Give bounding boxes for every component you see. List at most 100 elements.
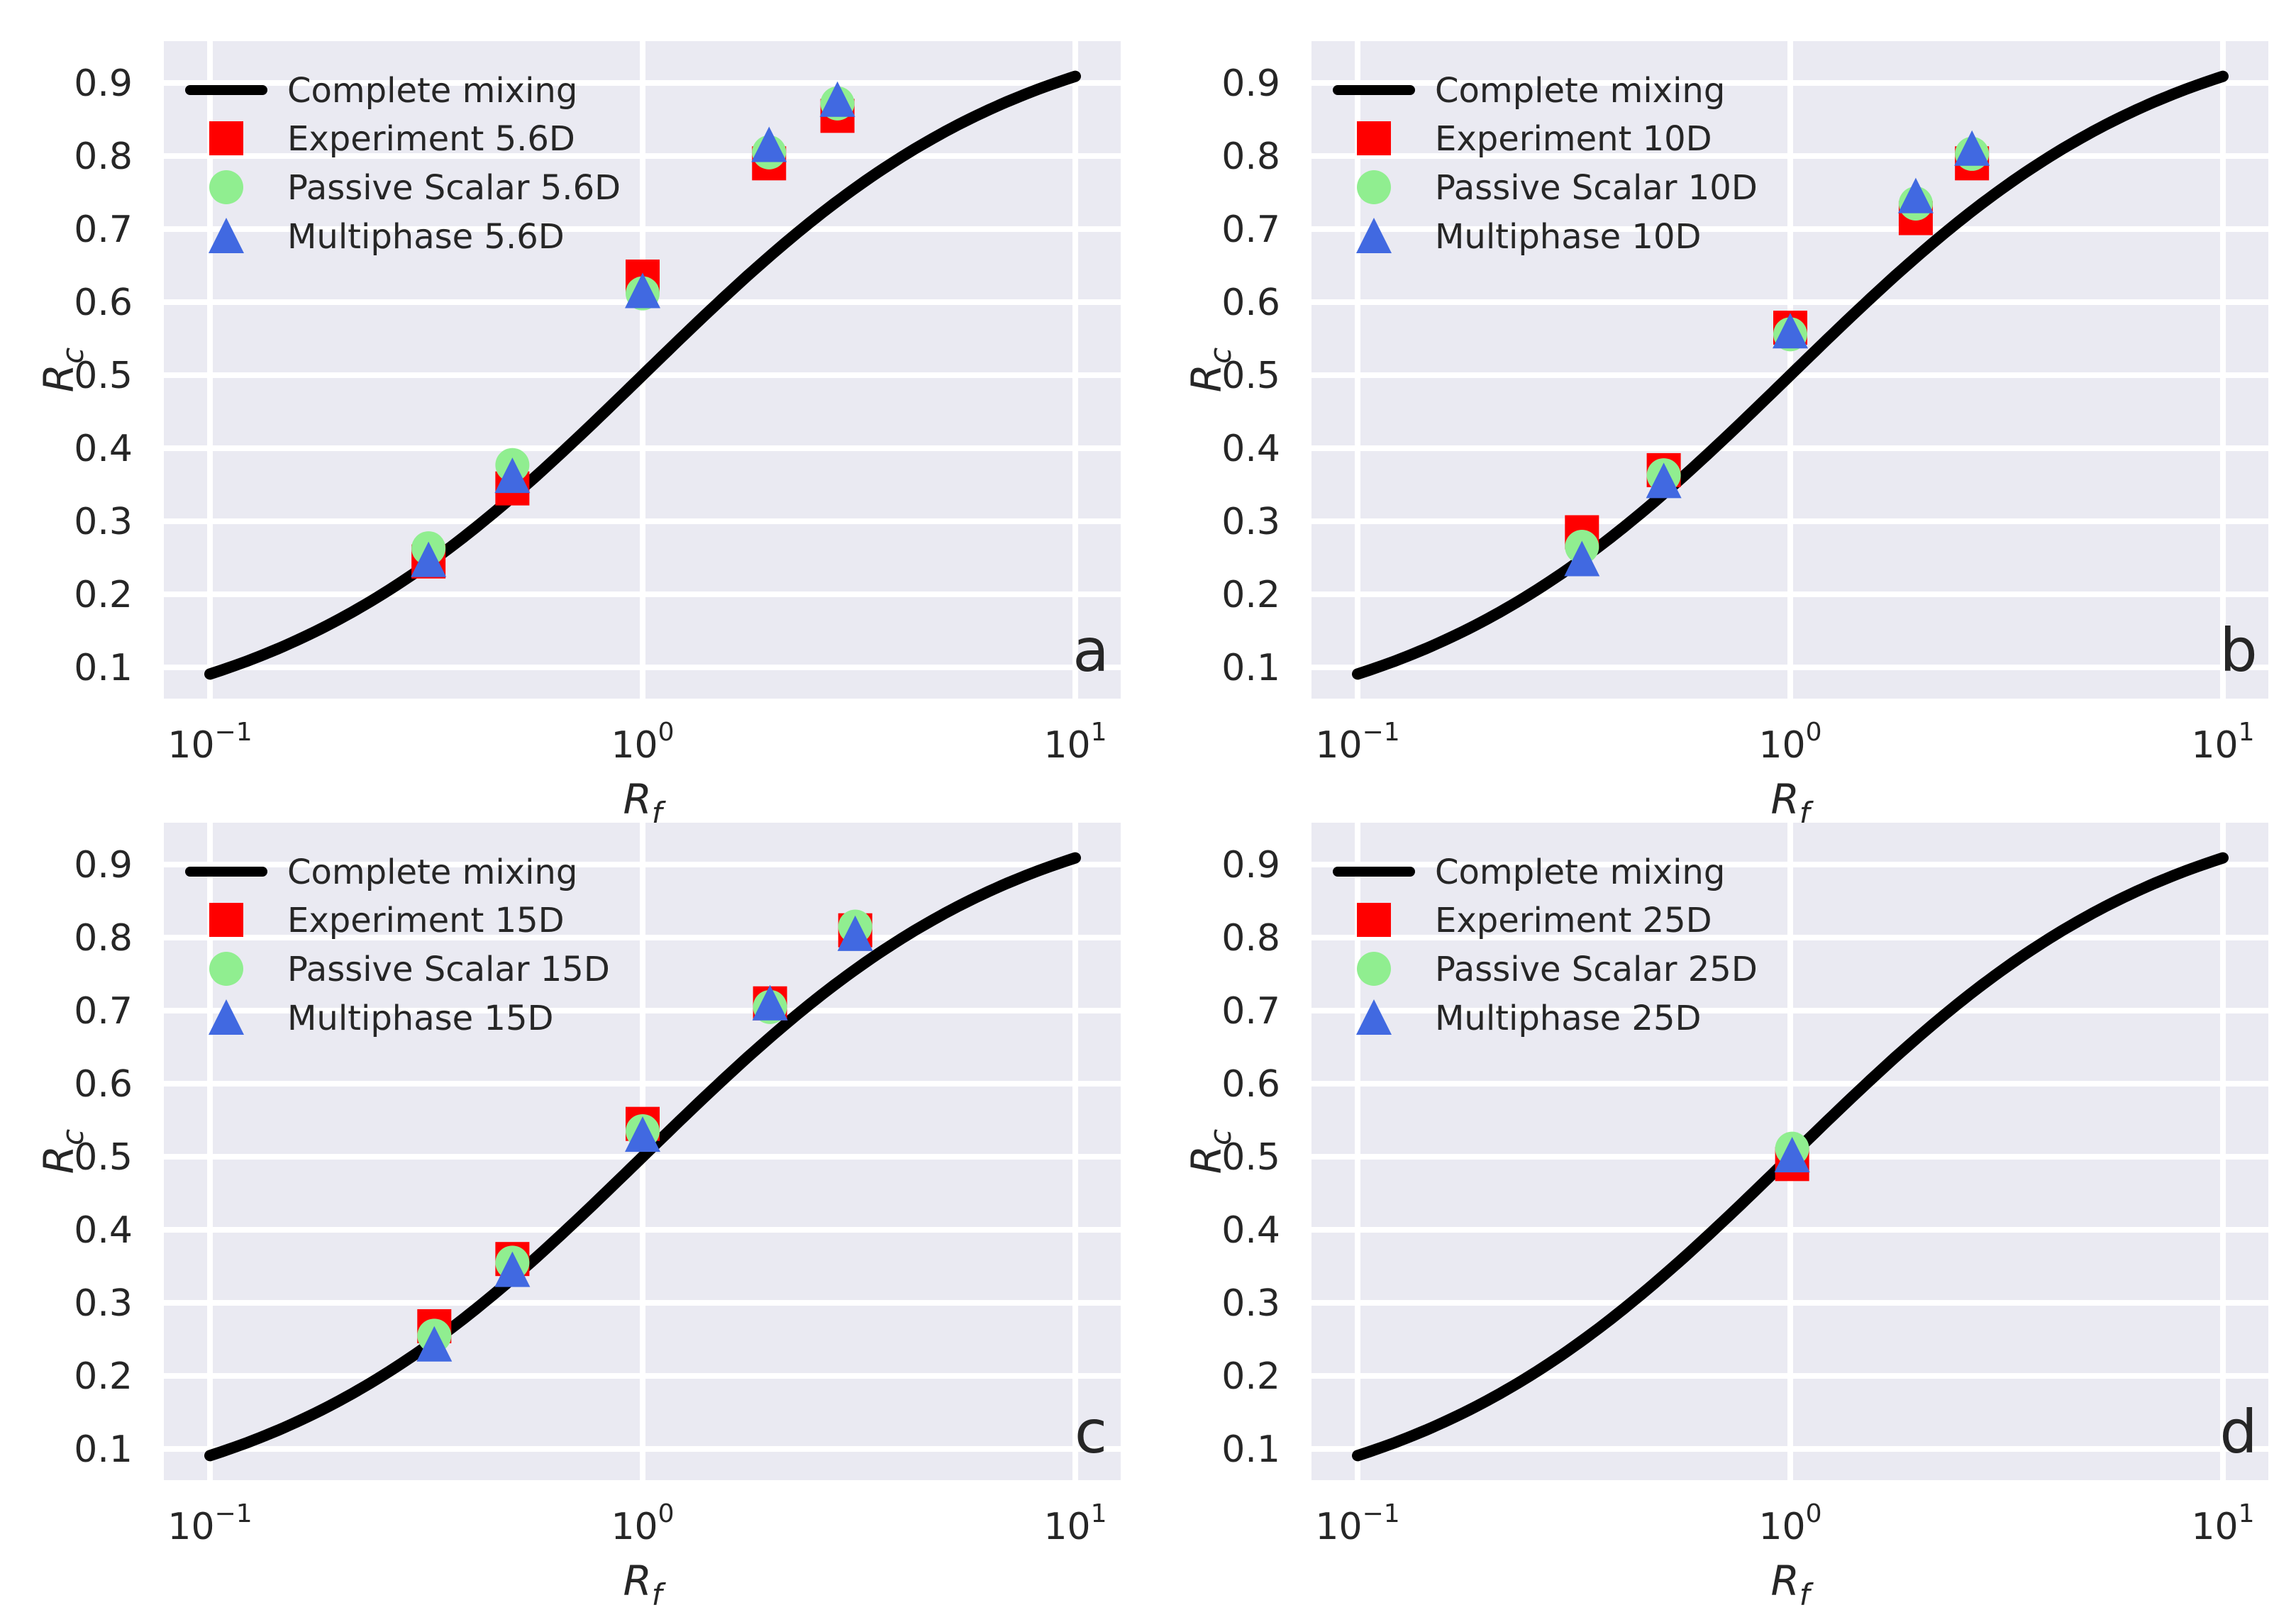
y-tick-label: 0.4 [1221,1209,1280,1252]
legend-label: Experiment 25D [1435,901,1712,940]
legend-triangle-swatch [209,218,244,253]
series-multiphase-d [1774,1136,1810,1172]
legend-item: Experiment 10D [1357,119,1712,159]
legend-c: Complete mixing Experiment 15D Passive Sca… [185,852,610,1038]
legend-item: Passive Scalar 15D [209,950,610,989]
x-tick-label: 100 [1758,718,1821,767]
x-tick-label: 10−1 [167,1499,252,1548]
legend-label: Complete mixing [1435,71,1725,111]
x-tick-label: 101 [2191,718,2254,767]
legend-label: Experiment 15D [287,901,565,940]
y-tick-label: 0.9 [74,844,133,887]
legend-item: Multiphase 10D [1356,217,1701,257]
x-tick-label: 100 [1758,1499,1821,1548]
legend-item: Passive Scalar 10D [1357,168,1758,208]
legend-item: Multiphase 15D [209,999,553,1038]
panel-b: Complete mixing Experiment 10D Passive Sca… [1182,41,2268,831]
x-tick-label: 100 [611,1499,674,1548]
multiphase-marker [416,1326,453,1362]
legend-square-swatch [1357,903,1391,937]
multiphase-marker [494,1251,531,1287]
legend-a: Complete mixing Experiment 5.6D Passive Sc… [185,71,621,257]
panel-c: Complete mixing Experiment 15D Passive Sca… [35,823,1121,1612]
panel-d: Complete mixing Experiment 25D Passive Sca… [1182,823,2268,1612]
y-tick-label: 0.8 [1221,917,1280,960]
y-tick-label: 0.6 [1221,1063,1280,1106]
y-tick-label: 0.1 [1221,1428,1280,1471]
complete-mixing-curve [1352,70,2229,680]
legend-label: Multiphase 25D [1435,999,1701,1038]
legend-item: Passive Scalar 5.6D [209,168,621,208]
legend-triangle-swatch [1356,218,1392,253]
y-tick-label: 0.8 [74,135,133,178]
y-tick-label: 0.3 [74,501,133,543]
panel-letter: d [2219,1397,2257,1467]
legend-item: Passive Scalar 25D [1357,950,1758,989]
y-tick-label: 0.9 [1221,844,1280,887]
x-axis-label: Rf [623,1557,666,1612]
legend-item: Multiphase 5.6D [209,217,565,257]
x-tick-label: 101 [1043,718,1107,767]
y-tick-label: 0.4 [74,428,133,470]
legend-square-swatch [1357,121,1391,155]
x-tick-label: 10−1 [1315,1499,1399,1548]
multiphase-marker [1773,313,1808,349]
legend-item: Complete mixing [1333,71,1725,111]
y-tick-label: 0.7 [74,209,133,251]
multiphase-marker [1954,130,1990,166]
legend-circle-swatch [209,952,243,986]
legend-triangle-swatch [1356,999,1392,1035]
y-tick-label: 0.6 [74,1063,133,1106]
y-tick-label: 0.2 [74,1355,133,1398]
y-tick-label: 0.9 [74,62,133,105]
y-tick-label: 0.1 [74,647,133,689]
y-tick-label: 0.2 [1221,1355,1280,1398]
y-tick-label: 0.3 [1221,1282,1280,1325]
legend-item: Experiment 25D [1357,901,1712,940]
legend-label: Multiphase 15D [287,999,553,1038]
x-axis-label: Rf [1770,775,1814,831]
x-tick-label: 100 [611,718,674,767]
multiphase-marker [837,915,873,951]
x-tick-label: 101 [1043,1499,1107,1548]
legend-square-swatch [209,903,243,937]
multiphase-marker [1897,177,1934,213]
multiphase-marker [752,984,788,1021]
legend-item: Multiphase 25D [1356,999,1701,1038]
panel-a: Complete mixing Experiment 5.6D Passive Sc… [35,41,1121,831]
multiphase-marker [1646,462,1682,499]
complete-mixing-curve [204,852,1081,1462]
y-tick-label: 0.1 [1221,647,1280,689]
legend-label: Experiment 10D [1435,119,1712,159]
multiphase-marker [411,541,447,577]
series-multiphase-a [411,81,855,577]
legend-b: Complete mixing Experiment 10D Passive Sca… [1333,71,1758,257]
y-tick-label: 0.5 [74,1136,133,1179]
y-tick-label: 0.6 [1221,282,1280,324]
y-axis-label: Rc [1182,1129,1238,1174]
y-tick-label: 0.3 [1221,501,1280,543]
legend-circle-swatch [1357,952,1391,986]
legend-label: Multiphase 5.6D [287,217,565,257]
y-axis-label: Rc [35,1129,90,1174]
x-tick-label: 10−1 [167,718,252,767]
y-tick-label: 0.6 [74,282,133,324]
legend-label: Complete mixing [287,852,577,892]
y-tick-label: 0.3 [74,1282,133,1325]
multiphase-marker [1564,540,1600,577]
legend-circle-swatch [209,170,243,204]
legend-item: Experiment 5.6D [209,119,575,159]
multiphase-marker [751,126,787,162]
y-tick-label: 0.8 [1221,135,1280,178]
x-tick-label: 10−1 [1315,718,1399,767]
y-axis-label: Rc [35,348,90,392]
grid-b [1311,41,2268,699]
legend-item: Complete mixing [185,71,577,111]
y-tick-label: 0.1 [74,1428,133,1471]
panel-letter: b [2219,616,2257,685]
complete-mixing-curve [204,70,1081,680]
legend-item: Complete mixing [1333,852,1725,892]
legend-label: Complete mixing [287,71,577,111]
multiphase-marker [819,81,855,117]
